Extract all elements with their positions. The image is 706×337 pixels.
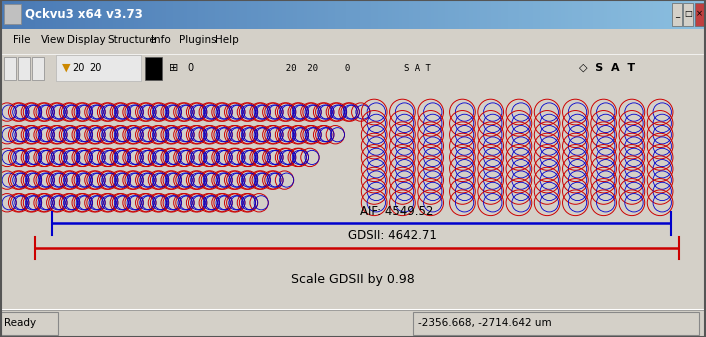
Bar	[32, 57, 44, 80]
Bar	[18, 57, 30, 80]
Bar	[695, 3, 705, 26]
Text: Qckvu3 x64 v3.73: Qckvu3 x64 v3.73	[25, 7, 143, 20]
Text: Ready: Ready	[4, 318, 37, 328]
Text: ▼: ▼	[62, 63, 71, 73]
Text: Display: Display	[67, 35, 106, 45]
Text: 20  20     0          S A T: 20 20 0 S A T	[275, 64, 431, 73]
Text: □: □	[684, 9, 693, 18]
Text: _: _	[675, 9, 679, 18]
Text: 20: 20	[72, 63, 85, 73]
Bar	[4, 4, 21, 24]
Text: ⊞: ⊞	[169, 63, 179, 73]
Text: Structure: Structure	[107, 35, 156, 45]
Bar	[683, 3, 693, 26]
Text: -2356.668, -2714.642 um: -2356.668, -2714.642 um	[418, 318, 551, 328]
Text: GDSII: 4642.71: GDSII: 4642.71	[348, 229, 437, 242]
Text: File: File	[13, 35, 30, 45]
Text: Scale GDSII by 0.98: Scale GDSII by 0.98	[291, 273, 415, 286]
FancyBboxPatch shape	[413, 312, 699, 335]
FancyBboxPatch shape	[1, 312, 58, 335]
Bar	[672, 3, 682, 26]
Bar	[145, 57, 162, 80]
Text: Plugins: Plugins	[179, 35, 216, 45]
Text: AIF: 4549.52: AIF: 4549.52	[360, 205, 433, 217]
Bar	[56, 55, 141, 81]
Text: Help: Help	[215, 35, 239, 45]
Text: Info: Info	[151, 35, 171, 45]
Text: 0: 0	[187, 63, 193, 73]
Text: View: View	[41, 35, 66, 45]
Bar	[4, 57, 16, 80]
Text: ×: ×	[696, 9, 703, 18]
Text: ◇  S  A  T: ◇ S A T	[579, 63, 635, 73]
Text: 20: 20	[89, 63, 102, 73]
